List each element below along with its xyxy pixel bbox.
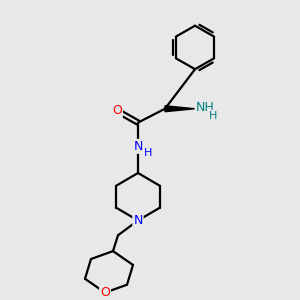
Text: NH: NH [196,101,214,114]
Text: H: H [209,111,217,121]
Text: H: H [144,148,152,158]
Text: N: N [133,140,143,153]
Text: N: N [133,214,143,227]
Polygon shape [165,106,195,112]
Text: O: O [112,104,122,117]
Text: O: O [100,286,110,299]
